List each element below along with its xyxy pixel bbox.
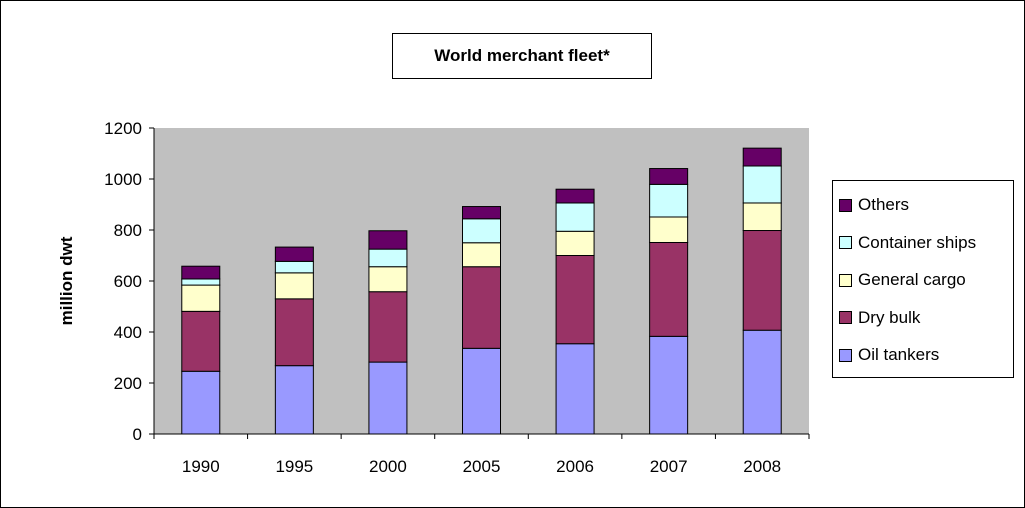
legend-label: Oil tankers xyxy=(858,345,940,364)
bar-container-ships-2008 xyxy=(742,165,782,204)
bar-general-cargo-2008 xyxy=(742,202,782,232)
bar-oil-tankers-1995 xyxy=(274,365,314,435)
bar-others-2006 xyxy=(555,188,595,204)
legend-label: General cargo xyxy=(858,270,966,289)
bar-others-2000 xyxy=(368,230,408,250)
legend-item-oil-tankers: Oil tankers xyxy=(839,343,939,367)
bar-oil-tankers-2005 xyxy=(462,347,501,435)
legend-label: Container ships xyxy=(858,232,977,252)
bar-oil-tankers-2007 xyxy=(649,335,689,435)
x-tick-label: 2005 xyxy=(463,457,501,476)
bar-container-ships-2006 xyxy=(555,202,595,232)
bar-dry-bulk-1995 xyxy=(274,298,314,367)
bar-others-1995 xyxy=(274,246,314,262)
y-tick-label: 800 xyxy=(114,221,142,240)
bar-general-cargo-2005 xyxy=(462,242,501,268)
bar-dry-bulk-2006 xyxy=(555,255,595,345)
x-tick-label: 2007 xyxy=(650,457,688,476)
bar-others-2007 xyxy=(649,168,689,185)
bar-dry-bulk-1990 xyxy=(181,310,221,372)
bar-container-ships-1990 xyxy=(181,278,221,286)
legend-label: Others xyxy=(858,195,910,214)
bar-general-cargo-1995 xyxy=(274,272,314,300)
bar-dry-bulk-2005 xyxy=(462,266,501,349)
x-tick-label: 2008 xyxy=(743,457,781,476)
bar-oil-tankers-1990 xyxy=(181,370,221,435)
bar-dry-bulk-2007 xyxy=(649,241,689,337)
bar-oil-tankers-2008 xyxy=(742,329,782,435)
chart-title: World merchant fleet* xyxy=(392,33,652,79)
legend-item-container-ships: Container ships xyxy=(839,231,976,255)
x-tick-label: 1995 xyxy=(275,457,313,476)
legend-item-dry-bulk: Dry bulk xyxy=(839,306,920,330)
bar-general-cargo-1990 xyxy=(181,284,221,312)
chart-title-text: World merchant fleet* xyxy=(434,46,610,65)
legend-label: Dry bulk xyxy=(858,307,921,327)
legend-swatch xyxy=(839,236,852,249)
legend-swatch xyxy=(839,311,852,324)
bar-container-ships-2007 xyxy=(649,183,689,218)
y-axis-label: million dwt xyxy=(57,236,76,325)
y-tick-label: 200 xyxy=(114,374,142,393)
x-tick-label: 2000 xyxy=(369,457,407,476)
y-tick-label: 600 xyxy=(114,272,142,291)
bar-general-cargo-2007 xyxy=(649,216,689,243)
bar-oil-tankers-2006 xyxy=(555,343,595,435)
legend-swatch xyxy=(839,348,852,362)
y-tick-label: 1200 xyxy=(104,119,142,138)
x-tick-label: 1990 xyxy=(182,457,220,476)
legend-item-others: Others xyxy=(839,193,909,217)
bar-others-1990 xyxy=(181,265,221,280)
bar-general-cargo-2006 xyxy=(555,230,595,256)
bar-oil-tankers-2000 xyxy=(368,361,408,435)
legend-item-general-cargo: General cargo xyxy=(839,268,966,292)
legend: Others Container ships General cargo Dry bu… xyxy=(832,180,1014,378)
y-tick-label: 400 xyxy=(114,323,142,342)
legend-swatch xyxy=(839,273,852,287)
bar-general-cargo-2000 xyxy=(368,266,408,293)
bar-dry-bulk-2008 xyxy=(742,230,782,331)
legend-swatch xyxy=(839,198,852,212)
y-tick-label: 1000 xyxy=(104,170,142,189)
y-tick-label: 0 xyxy=(133,425,142,444)
x-tick-label: 2006 xyxy=(556,457,594,476)
bar-container-ships-2000 xyxy=(368,248,408,268)
bar-others-2005 xyxy=(462,206,501,220)
bar-others-2008 xyxy=(742,147,782,167)
bar-dry-bulk-2000 xyxy=(368,291,408,363)
bar-container-ships-1995 xyxy=(274,260,314,274)
bar-container-ships-2005 xyxy=(462,218,501,244)
